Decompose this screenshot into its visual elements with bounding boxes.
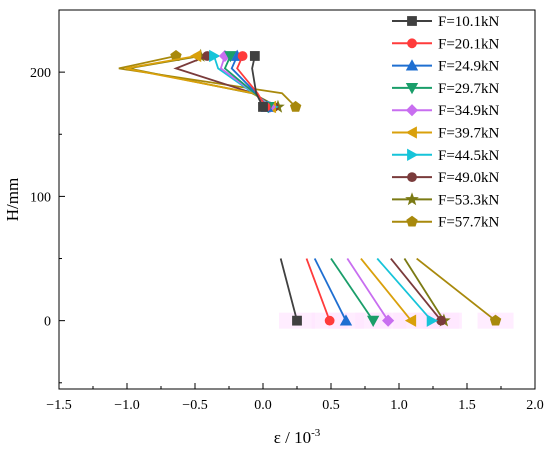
legend-item: F=39.7kN: [392, 126, 500, 142]
data-point-triangle-right: [407, 148, 419, 161]
x-tick-label: 1.5: [458, 398, 476, 413]
legend-label: F=57.7kN: [438, 215, 500, 231]
x-axis-ticks: −1.5 −1.0 −0.5 0.0 0.5 1.0 1.5 2.0: [46, 383, 544, 413]
legend-label: F=20.1kN: [438, 36, 500, 52]
x-tick-label: −1.0: [114, 398, 139, 413]
series-line: [330, 258, 374, 322]
legend-label: F=44.5kN: [438, 148, 500, 164]
data-point-circle: [407, 38, 417, 49]
data-point-square: [258, 102, 268, 112]
data-point-circle: [237, 51, 248, 61]
series-line: [390, 257, 442, 322]
series-line: [125, 55, 272, 108]
x-tick-label: −1.5: [46, 398, 71, 413]
legend-item: F=24.9kN: [392, 59, 500, 75]
series-line: [313, 258, 347, 322]
data-point-triangle-left: [190, 49, 202, 63]
data-point-star: [405, 192, 419, 206]
legend-item: F=34.9kN: [392, 103, 500, 119]
x-tick-label: 0.5: [322, 398, 340, 413]
data-point-square: [407, 16, 417, 26]
legend-item: F=10.1kN: [392, 14, 500, 30]
series-F=29.7kN: [223, 51, 380, 327]
y-tick-label: 100: [30, 190, 51, 205]
legend-label: F=53.3kN: [438, 192, 500, 208]
series-line: [279, 258, 298, 321]
legend-item: F=29.7kN: [392, 81, 500, 97]
series-line: [346, 258, 389, 322]
y-tick-label: 200: [30, 66, 51, 81]
data-point-triangle-right: [209, 49, 221, 63]
y-axis-ticks: 0 100 200: [30, 9, 65, 384]
data-point-circle: [324, 315, 335, 326]
legend-label: F=10.1kN: [438, 14, 500, 30]
data-point-triangle-left: [405, 126, 417, 139]
data-point-diamond: [405, 104, 419, 117]
data-point-triangle-down: [405, 83, 419, 95]
series-line: [251, 55, 264, 108]
data-point-triangle-right: [426, 314, 438, 327]
axes: −1.5 −1.0 −0.5 0.0 0.5 1.0 1.5 2.0 0 100 200: [30, 9, 544, 413]
data-point-triangle-up: [405, 59, 419, 71]
legend: F=10.1kN F=20.1kN F=24.9kN F=29.7kN F=34.9kN…: [392, 14, 500, 231]
data-point-pentagon: [406, 215, 418, 227]
data-point-square: [249, 51, 260, 61]
legend-label: F=29.7kN: [438, 81, 500, 97]
series-line: [376, 257, 433, 322]
series-line: [118, 55, 297, 108]
x-axis-title-exponent: -3: [311, 427, 321, 439]
series-layer: [118, 48, 502, 327]
data-point-triangle-left: [404, 314, 417, 327]
legend-label: F=24.9kN: [438, 59, 500, 75]
data-point-diamond: [382, 314, 395, 327]
data-point-pentagon: [489, 314, 502, 326]
data-point-circle: [436, 315, 447, 326]
legend-item: F=20.1kN: [392, 36, 500, 52]
series-line: [360, 257, 412, 322]
x-axis-title-main: ε / 10: [274, 428, 311, 447]
y-axis-title: H/mm: [3, 178, 22, 221]
data-point-pentagon: [289, 100, 302, 112]
x-axis-title: ε / 10-3: [274, 427, 321, 447]
series-line: [403, 258, 445, 322]
series-F=53.3kN: [128, 48, 451, 327]
legend-item: F=44.5kN: [392, 148, 500, 164]
series-F=57.7kN: [118, 49, 502, 326]
data-point-triangle-down: [224, 51, 237, 63]
legend-label: F=34.9kN: [438, 103, 500, 119]
series-line: [305, 258, 331, 321]
data-point-triangle-down: [366, 315, 380, 327]
data-point-circle: [407, 172, 417, 183]
legend-item: F=53.3kN: [392, 192, 500, 208]
data-point-square: [292, 315, 302, 326]
data-point-triangle-up: [339, 314, 353, 326]
series-line: [236, 55, 267, 108]
x-tick-label: 0.0: [254, 398, 272, 413]
legend-item: F=57.7kN: [392, 215, 500, 231]
legend-label: F=39.7kN: [438, 126, 500, 142]
series-line: [416, 257, 497, 322]
x-tick-label: −0.5: [182, 398, 207, 413]
x-tick-label: 2.0: [526, 398, 544, 413]
x-tick-label: 1.0: [390, 398, 408, 413]
legend-item: F=49.0kN: [392, 170, 500, 186]
series-F=49.0kN: [173, 51, 447, 326]
legend-label: F=49.0kN: [438, 170, 500, 186]
y-tick-label: 0: [44, 315, 51, 330]
highlight-layer: [279, 312, 514, 329]
series-F=10.1kN: [249, 51, 302, 326]
